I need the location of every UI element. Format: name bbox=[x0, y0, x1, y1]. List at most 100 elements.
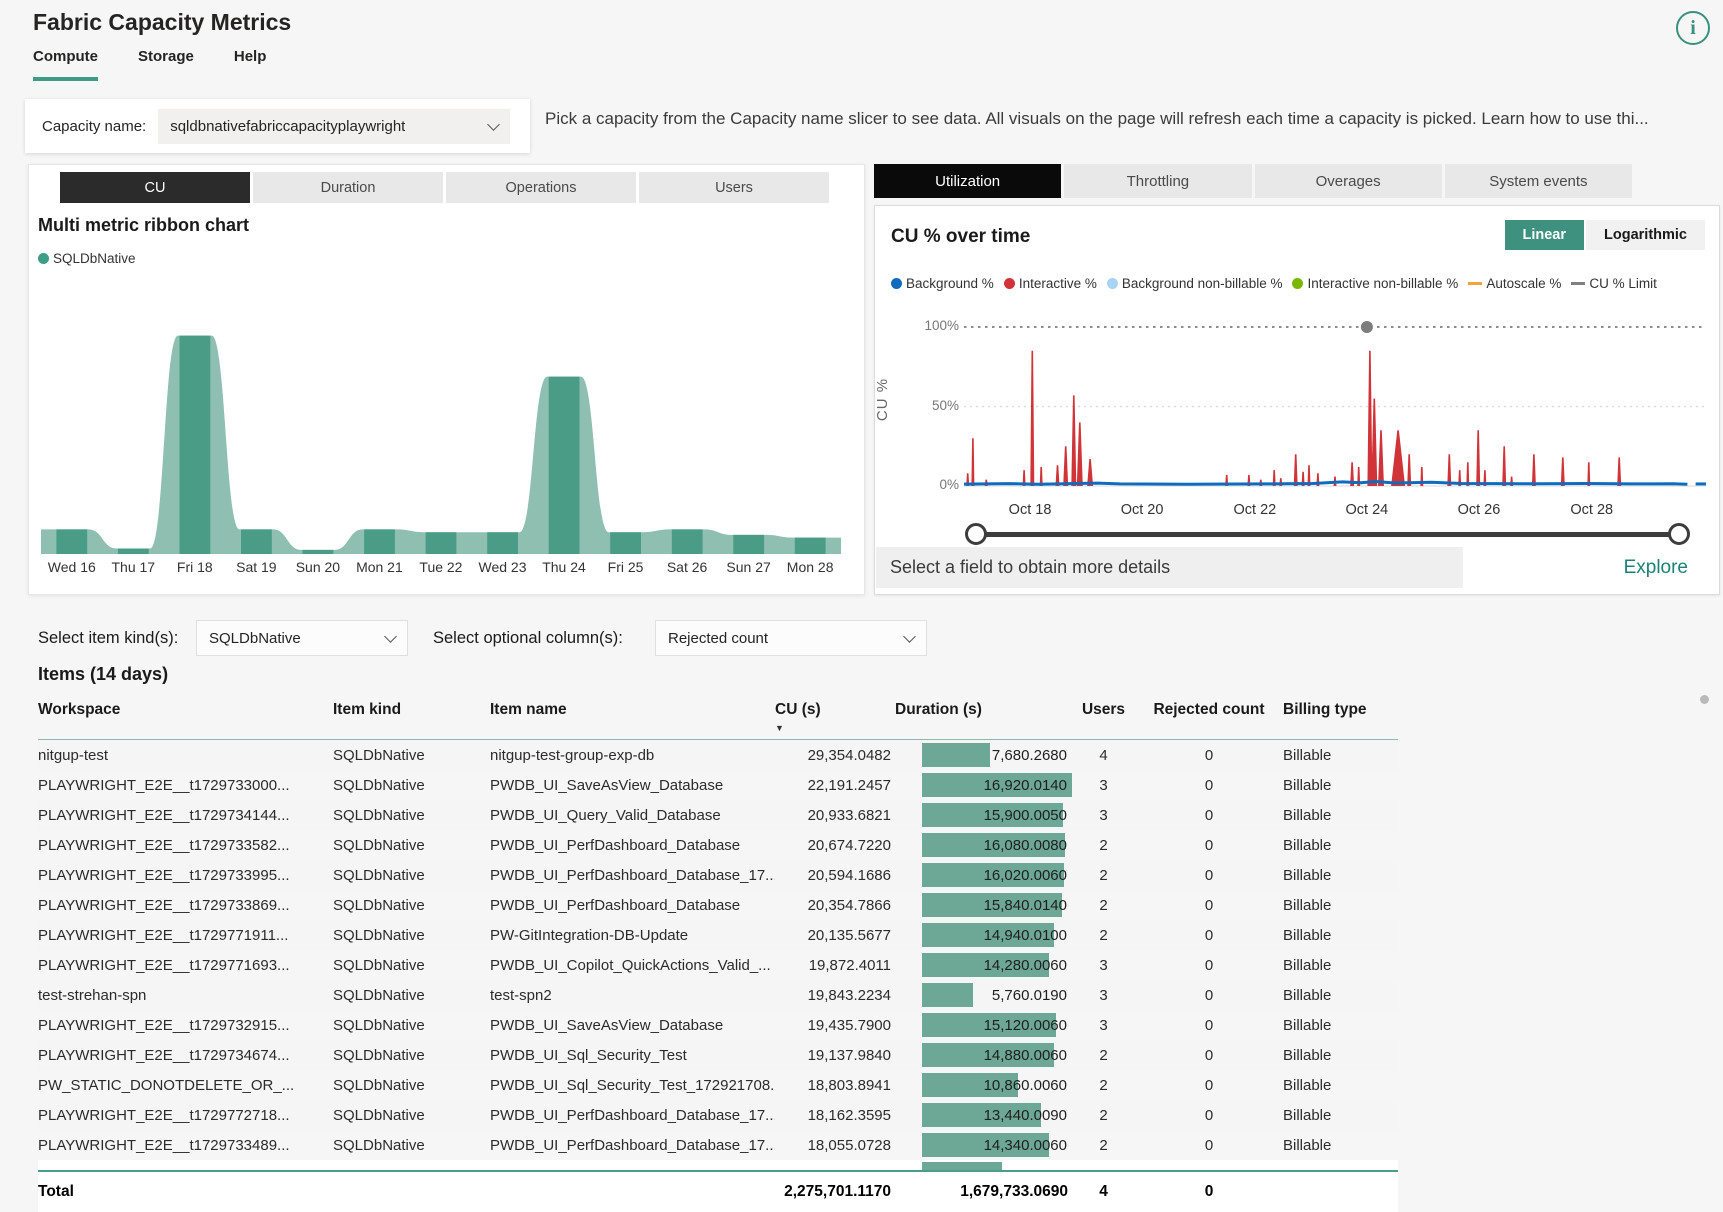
table-row[interactable]: PLAYWRIGHT_E2E__t1729734674... SQLDbNativ… bbox=[38, 1040, 1398, 1070]
duration-value: 15,900.0050 bbox=[983, 806, 1067, 824]
users-cell: 3 bbox=[1099, 1016, 1108, 1034]
table-row[interactable]: PW_STATIC_DONOTDELETE_OR_... SQLDbNative P… bbox=[38, 1070, 1398, 1100]
item-name-cell: PWDB_UI_PerfDashboard_Database_17... bbox=[490, 1136, 775, 1154]
duration-bar bbox=[922, 833, 1065, 857]
legend-item-interactive-non-billable[interactable]: Interactive non-billable % bbox=[1292, 276, 1458, 291]
duration-cell: 15,840.0140 bbox=[895, 890, 1072, 920]
metric-tabs: CU Duration Operations Users bbox=[60, 172, 829, 203]
column-header-users[interactable]: Users bbox=[1081, 701, 1126, 718]
explore-button[interactable]: Explore bbox=[1623, 556, 1688, 578]
legend-item-interactive[interactable]: Interactive % bbox=[1003, 276, 1097, 291]
legend-label: CU % Limit bbox=[1589, 276, 1657, 291]
item-kind-cell: SQLDbNative bbox=[333, 806, 425, 824]
dot-icon bbox=[891, 278, 902, 289]
workspace-cell: PLAYWRIGHT_E2E__t1729771693... bbox=[38, 956, 290, 974]
table-row[interactable]: test-strehan-spn SQLDbNative test-spn2 19,8… bbox=[38, 980, 1398, 1010]
item-name-cell: PWDB_UI_Sql_Security_Test_172921708... bbox=[490, 1076, 775, 1094]
table-row[interactable]: PLAYWRIGHT_E2E__t1729732915... SQLDbNativ… bbox=[38, 1010, 1398, 1040]
column-header-rejected-count[interactable]: Rejected count bbox=[1153, 701, 1265, 718]
table-row[interactable]: PLAYWRIGHT_E2E__t1729733869... SQLDbNativ… bbox=[38, 890, 1398, 920]
optional-columns-dropdown[interactable]: Rejected count bbox=[655, 620, 927, 656]
duration-value: 15,120.0060 bbox=[983, 1016, 1067, 1034]
item-name-cell: PWDB_UI_PerfDashboard_Database_17... bbox=[490, 1106, 775, 1124]
slider-handle-right[interactable] bbox=[1668, 523, 1690, 545]
column-header-duration-s[interactable]: Duration (s) bbox=[895, 701, 982, 718]
column-header-item-name[interactable]: Item name bbox=[490, 701, 567, 718]
table-row[interactable]: nitgup-test SQLDbNative nitgup-test-group-… bbox=[38, 740, 1398, 770]
cu-limit-marker bbox=[1360, 321, 1373, 333]
ribbon-x-axis: Wed 16 Thu 17 Fri 18 Sat 19 Sun 20 Mon 21 Tue … bbox=[41, 559, 841, 575]
table-row[interactable]: PLAYWRIGHT_E2E__t1729733582... SQLDbNativ… bbox=[38, 830, 1398, 860]
billing-type-cell: Billable bbox=[1283, 776, 1332, 794]
billing-type-cell: Billable bbox=[1283, 746, 1332, 764]
cu-over-time-chart[interactable] bbox=[964, 316, 1706, 496]
table-row-clipped[interactable] bbox=[38, 1160, 1398, 1170]
scale-linear-button[interactable]: Linear bbox=[1504, 220, 1585, 250]
workspace-cell: PLAYWRIGHT_E2E__t1729734674... bbox=[38, 1046, 290, 1064]
table-row[interactable]: PLAYWRIGHT_E2E__t1729771911... SQLDbNativ… bbox=[38, 920, 1398, 950]
optional-columns-label: Select optional column(s): bbox=[433, 629, 623, 647]
ribbon-x-label: Fri 25 bbox=[607, 559, 644, 575]
utilization-tab-throttling[interactable]: Throttling bbox=[1064, 164, 1252, 198]
slider-handle-left[interactable] bbox=[965, 523, 987, 545]
column-header-workspace[interactable]: Workspace bbox=[38, 701, 121, 718]
metric-tab-cu[interactable]: CU bbox=[60, 172, 250, 203]
chevron-down-icon bbox=[903, 629, 916, 643]
item-kind-dropdown[interactable]: SQLDbNative bbox=[196, 620, 408, 656]
utilization-tab-system-events[interactable]: System events bbox=[1444, 164, 1632, 198]
users-cell: 2 bbox=[1099, 836, 1108, 854]
nav-tab-help[interactable]: Help bbox=[233, 48, 267, 65]
optional-columns-value: Rejected count bbox=[668, 629, 769, 647]
table-row[interactable]: PLAYWRIGHT_E2E__t1729733995... SQLDbNativ… bbox=[38, 860, 1398, 890]
billing-type-cell: Billable bbox=[1283, 926, 1332, 944]
dot-icon bbox=[38, 253, 49, 264]
table-row[interactable]: PLAYWRIGHT_E2E__t1729734144... SQLDbNativ… bbox=[38, 800, 1398, 830]
duration-bar bbox=[922, 1043, 1054, 1067]
ribbon-chart[interactable] bbox=[41, 281, 841, 554]
metric-tab-users[interactable]: Users bbox=[639, 172, 829, 203]
nav-tab-compute[interactable]: Compute bbox=[33, 48, 98, 81]
metric-tab-operations[interactable]: Operations bbox=[446, 172, 636, 203]
legend-item-sqldbnative[interactable]: SQLDbNative bbox=[38, 251, 136, 266]
metric-tab-duration[interactable]: Duration bbox=[253, 172, 443, 203]
item-name-cell: test-spn2 bbox=[490, 986, 552, 1004]
nav-tab-storage[interactable]: Storage bbox=[138, 48, 194, 65]
rejected-count-cell: 0 bbox=[1204, 806, 1214, 824]
table-row[interactable]: PLAYWRIGHT_E2E__t1729772718... SQLDbNativ… bbox=[38, 1100, 1398, 1130]
page-title: Fabric Capacity Metrics bbox=[33, 9, 292, 35]
legend-item-background[interactable]: Background % bbox=[891, 276, 994, 291]
table-row[interactable]: PLAYWRIGHT_E2E__t1729733000... SQLDbNativ… bbox=[38, 770, 1398, 800]
column-header-billing-type[interactable]: Billing type bbox=[1283, 701, 1367, 718]
utilization-tab-overages[interactable]: Overages bbox=[1254, 164, 1442, 198]
duration-cell: 14,940.0100 bbox=[895, 920, 1072, 950]
duration-value: 5,760.0190 bbox=[991, 986, 1067, 1004]
duration-bar bbox=[922, 863, 1064, 887]
ribbon-x-label: Wed 16 bbox=[47, 559, 96, 575]
column-header-item-kind[interactable]: Item kind bbox=[333, 701, 402, 718]
users-cell: 4 bbox=[1099, 746, 1108, 764]
dot-icon bbox=[1106, 278, 1118, 289]
table-header-row: Workspace Item kind Item name CU (s) ▼ Durati… bbox=[38, 697, 1398, 740]
legend-item-autoscale[interactable]: Autoscale % bbox=[1468, 276, 1561, 291]
column-header-cu-s[interactable]: CU (s) ▼ bbox=[775, 701, 895, 733]
workspace-cell: PLAYWRIGHT_E2E__t1729733000... bbox=[38, 776, 290, 794]
capacity-name-dropdown[interactable]: sqldbnativefabriccapacityplaywright bbox=[158, 108, 511, 144]
table-row[interactable]: PLAYWRIGHT_E2E__t1729771693... SQLDbNativ… bbox=[38, 950, 1398, 980]
duration-bar bbox=[922, 893, 1063, 917]
cu-x-tick: Oct 24 bbox=[1345, 502, 1389, 518]
scrollbar-thumb[interactable] bbox=[1700, 695, 1709, 704]
table-row[interactable]: PLAYWRIGHT_E2E__t1729733489... SQLDbNativ… bbox=[38, 1130, 1398, 1160]
total-users: 4 bbox=[1099, 1183, 1108, 1200]
info-icon[interactable]: i bbox=[1676, 11, 1710, 45]
utilization-tabs: Utilization Throttling Overages System even… bbox=[874, 164, 1632, 198]
users-cell: 2 bbox=[1099, 1106, 1108, 1124]
time-range-slider[interactable] bbox=[975, 532, 1678, 537]
scale-logarithmic-button[interactable]: Logarithmic bbox=[1586, 220, 1705, 250]
legend-item-cu-limit[interactable]: CU % Limit bbox=[1571, 276, 1657, 291]
duration-value: 14,340.0060 bbox=[983, 1136, 1067, 1154]
utilization-tab-utilization[interactable]: Utilization bbox=[874, 164, 1062, 198]
duration-cell: 7,680.2680 bbox=[895, 740, 1072, 770]
billing-type-cell: Billable bbox=[1283, 956, 1332, 974]
legend-item-background-non-billable[interactable]: Background non-billable % bbox=[1106, 276, 1282, 291]
workspace-cell: nitgup-test bbox=[38, 746, 109, 764]
